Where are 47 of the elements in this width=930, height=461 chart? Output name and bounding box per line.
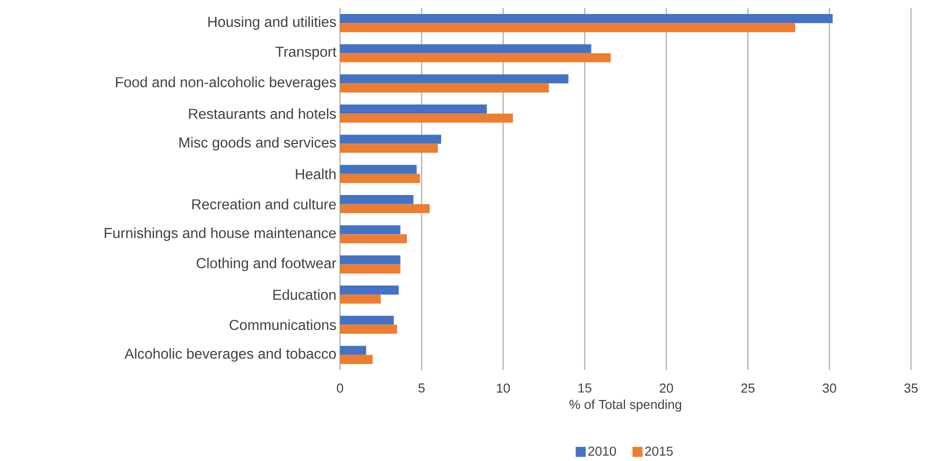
bar [340,316,394,325]
x-tick-label: 35 [904,384,918,393]
bar [340,114,513,123]
bar [340,164,417,174]
x-tick-label: 25 [741,384,755,393]
x-tick-label: 10 [496,384,510,393]
x-tick-label: 5 [418,384,425,393]
bar [340,346,366,355]
y-tick-label: Food and non-alcoholic beverages [116,76,336,90]
x-tick-label: 20 [660,384,673,393]
y-tick-label: Housing and utilities [208,16,336,30]
y-tick-label: Furnishings and house maintenance [104,228,336,241]
bar [340,174,420,183]
legend-label: 2010 [588,446,616,456]
y-tick-label: Health [296,168,336,180]
bar [340,255,400,264]
bar [340,144,438,153]
bar [340,294,381,304]
y-tick-label: Restaurants and hotels [189,108,336,119]
bar [340,134,442,144]
bar [340,225,400,234]
x-tick-label: 0 [336,384,344,393]
bar [340,53,611,62]
x-axis-title: % of Total spending [569,400,682,412]
bar [340,195,414,204]
y-tick-label: Education [273,289,336,300]
y-tick-label: Clothing and footwear [196,258,336,272]
bar [340,23,796,32]
legend-label: 2015 [645,446,673,456]
bar [340,264,400,274]
bar [340,104,487,114]
bar [340,83,549,92]
bar [340,74,568,84]
bar [340,286,399,295]
bar [340,324,398,334]
y-tick-label: Communications [230,319,336,330]
x-tick-label: 15 [578,384,592,393]
bar [340,354,373,364]
y-tick-label: Misc goods and services [179,137,336,150]
bar [340,234,407,244]
bar [340,204,430,214]
y-tick-label: Alcoholic beverages and tobacco [124,348,336,362]
y-tick-label: Transport [276,46,336,60]
x-tick-label: 30 [822,384,836,393]
bar [340,14,833,24]
y-tick-label: Recreation and culture [192,198,336,210]
bar [340,44,592,54]
